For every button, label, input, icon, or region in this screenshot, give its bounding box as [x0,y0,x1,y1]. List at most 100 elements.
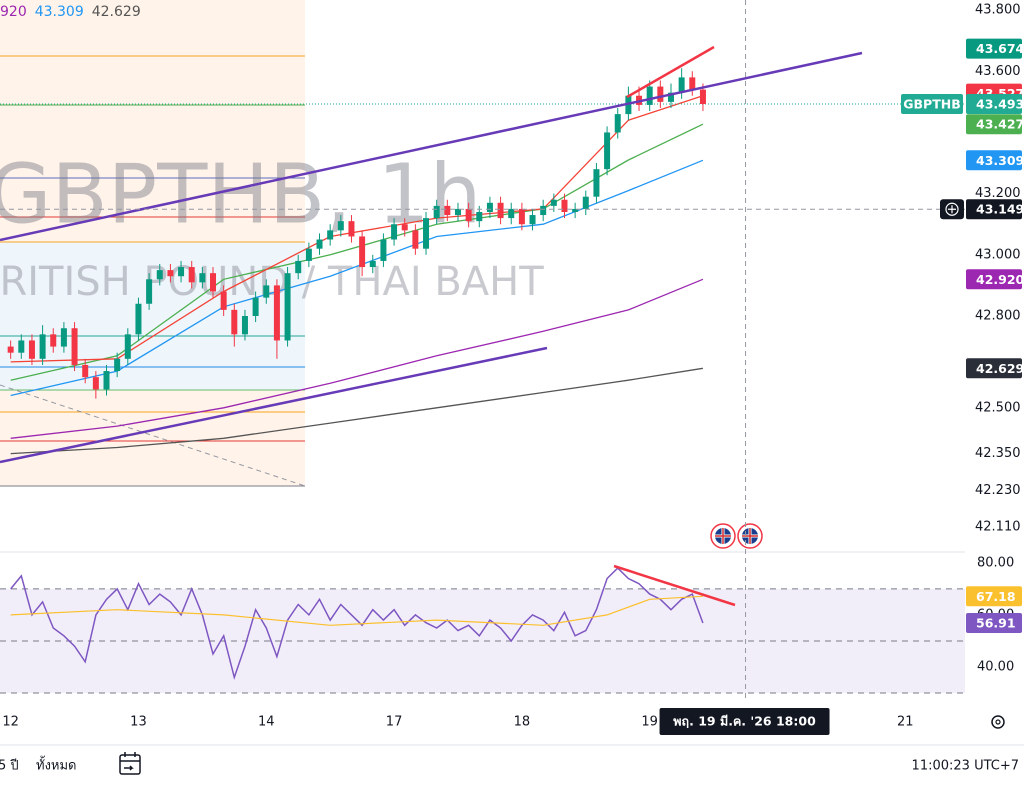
candle-body [497,202,504,219]
symbol-tag [901,94,963,115]
add-alert-icon [948,205,956,214]
y-tick-label: 42.350 [975,446,1021,461]
candle-body [241,315,248,335]
candle-body [550,199,557,206]
candle-body [18,340,25,353]
candle-body [263,285,270,298]
candle-body [284,273,291,341]
rsi-ma [10,595,703,626]
candle-body [433,205,440,219]
candle-body [188,267,195,283]
x-tick-label: 12 [2,715,19,730]
candle-body [103,371,110,390]
candle-body [465,208,472,222]
candle-body [518,208,525,225]
rsi-badge [966,586,1022,607]
candle-body [454,208,461,216]
candle-body [593,169,600,197]
x-tick-label: 17 [386,715,403,730]
add-alert-icon [945,202,959,216]
candle-body [252,297,259,316]
price-badge [966,114,1022,135]
candle-body [327,230,334,240]
candle-body [667,92,674,102]
event-flag [710,523,763,549]
candle-body [380,239,387,261]
candle-body [39,334,46,359]
y-tick-label: 42.110 [975,520,1021,535]
trend-line [0,346,548,464]
price-badge [966,269,1022,290]
candle-body [28,340,35,359]
candle-body [156,270,163,280]
candle-body [369,260,376,268]
x-tick-label: 14 [258,715,275,730]
candle-body [114,358,121,372]
price-badge-text: 42.629 [976,361,1024,376]
candle-body [124,334,131,359]
rsi-line [10,567,704,681]
moving-average [10,367,704,455]
y-tick-label: 42.800 [975,308,1021,323]
rsi-tick-label: 80.00 [977,555,1014,570]
symbol-tag-text: GBPTHB [903,97,960,112]
candle-body [60,328,67,347]
calendar-icon[interactable] [119,752,141,775]
rsi-pane [0,567,965,694]
settings-icon[interactable] [991,715,1005,729]
legend-value: 43.309 [35,4,84,20]
candle-body [412,230,419,249]
crosshair-time-badge [659,708,830,735]
candle-body [678,77,685,93]
rsi-badge-text: 56.91 [976,615,1016,630]
range-button[interactable]: 5 ปี [0,758,19,774]
rsi-tick-label: 40.00 [977,659,1014,674]
legend-value: 920 [0,4,27,20]
candle-body [167,270,174,277]
candle-body [529,215,536,225]
candle-body [572,208,579,212]
trendlines [0,45,863,607]
all-button[interactable]: ทั้งหมด [36,756,77,774]
moving-average [10,95,704,363]
candle-body [604,132,611,170]
candle-body [561,199,568,212]
fib-zone [0,242,305,390]
price-badge-text: 43.427 [976,117,1024,132]
candle-body [50,334,57,347]
candle-body [391,224,398,240]
watermark: GBPTHB, 1h [0,147,482,242]
candle-body [614,114,621,133]
price-badge [966,38,1022,59]
candle-body [582,196,589,209]
candle-body [71,328,78,365]
price-badge-text: 43.309 [976,153,1024,168]
candle-body [401,224,408,231]
y-tick-label: 43.800 [975,3,1021,18]
candle-body [135,303,142,335]
candle-body [305,248,312,261]
rsi-badge-text: 67.18 [976,589,1016,604]
crosshair-time-text: พฤ. 19 มี.ค. '26 18:00 [673,714,816,729]
candle-body [199,273,206,283]
candle-body [295,260,302,274]
candle-body [699,89,706,105]
price-badge [966,150,1022,171]
candle-body [273,285,280,341]
candle-body [508,208,515,219]
y-tick-label: 42.230 [975,483,1021,498]
x-tick-label: 19 [641,715,658,730]
y-tick-label: 43.600 [975,64,1021,79]
candle-body [486,202,493,212]
divergence-line [626,45,715,99]
x-tick-label: 13 [130,715,147,730]
candle-body [337,221,344,231]
candle-body [92,377,99,390]
candle-body [359,236,366,268]
series [0,68,965,694]
clock: 11:00:23 UTC+7 [912,759,1019,774]
y-tick-label: 43.200 [975,186,1021,201]
price-badge-text: 43.493 [976,97,1024,112]
candle-body [348,221,355,237]
